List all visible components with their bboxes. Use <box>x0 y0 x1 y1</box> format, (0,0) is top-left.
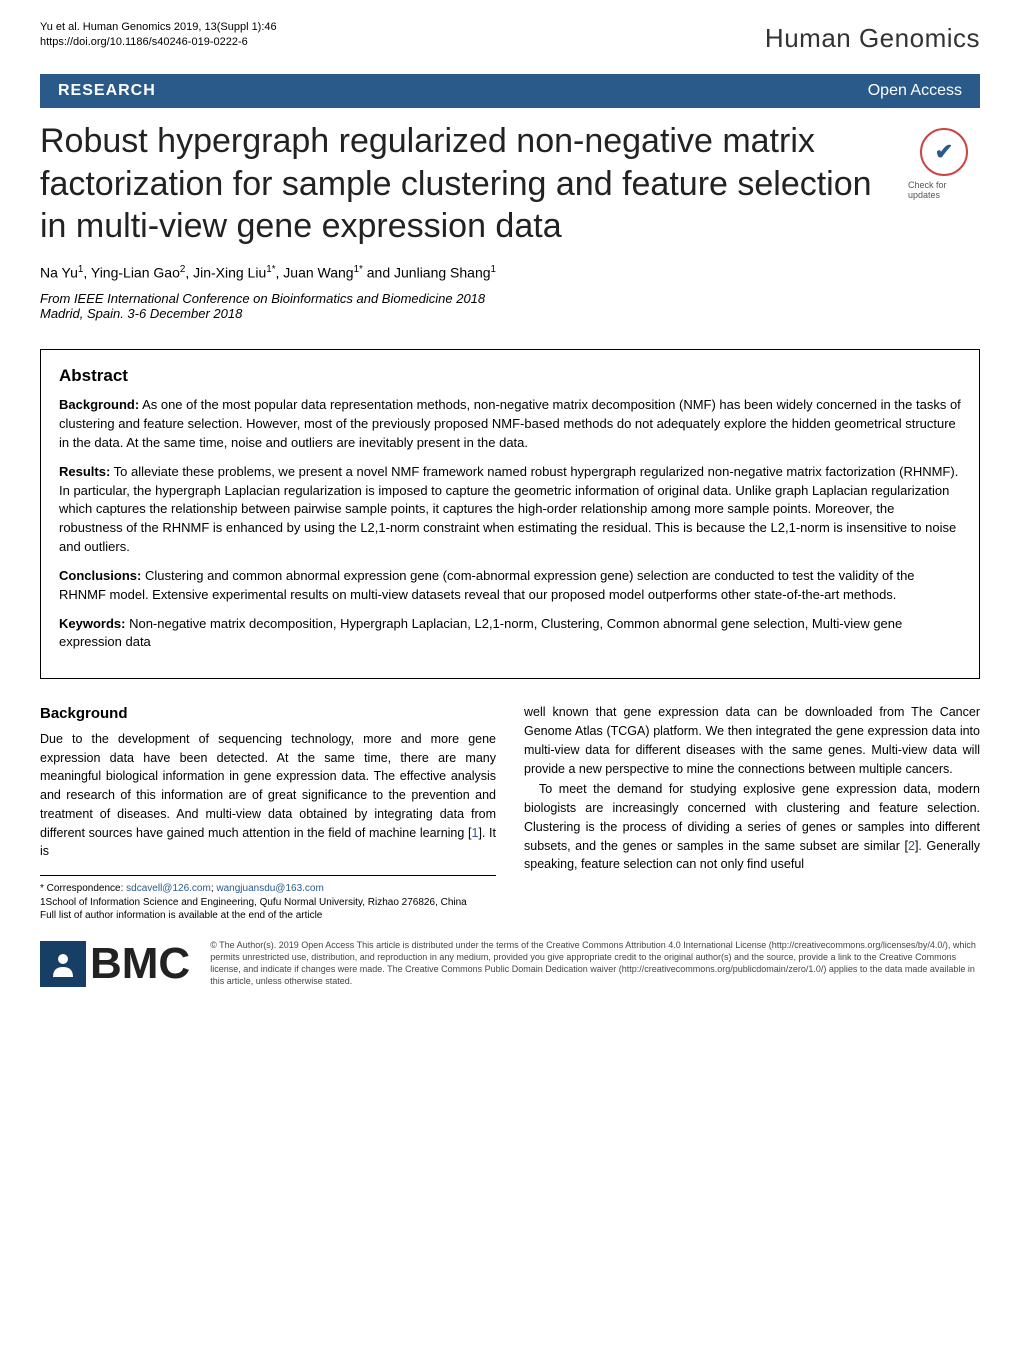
conference-info: From IEEE International Conference on Bi… <box>0 287 1020 321</box>
body-columns: Background Due to the development of seq… <box>0 679 1020 922</box>
citation: Yu et al. Human Genomics 2019, 13(Suppl … <box>40 20 277 35</box>
checkmark-icon: ✔ <box>935 139 953 165</box>
right-column: well known that gene expression data can… <box>524 703 980 922</box>
abstract-results: Results: To alleviate these problems, we… <box>59 463 961 557</box>
abstract-background-text: As one of the most popular data represen… <box>59 397 961 450</box>
abstract-conclusions-text: Clustering and common abnormal expressio… <box>59 568 915 602</box>
left-column: Background Due to the development of seq… <box>40 703 496 922</box>
correspondence-note: Full list of author information is avail… <box>40 909 496 923</box>
abstract-background-label: Background: <box>59 397 139 412</box>
open-access-label: Open Access <box>868 82 962 100</box>
bmc-logo: BMC <box>40 939 190 989</box>
abstract-background: Background: As one of the most popular d… <box>59 396 961 453</box>
correspondence-block: * Correspondence: sdcavell@126.com; wang… <box>40 875 496 923</box>
correspondence-emails: * Correspondence: sdcavell@126.com; wang… <box>40 882 496 896</box>
bmc-icon <box>40 941 86 987</box>
check-updates-icon: ✔ <box>920 128 968 176</box>
body-paragraph: To meet the demand for studying explosiv… <box>524 780 980 874</box>
abstract-keywords: Keywords: Non-negative matrix decomposit… <box>59 615 961 653</box>
abstract-results-label: Results: <box>59 464 110 479</box>
check-updates-badge[interactable]: ✔ Check for updates <box>908 128 980 248</box>
license-text: © The Author(s). 2019 Open Access This a… <box>210 939 980 988</box>
background-heading: Background <box>40 703 496 726</box>
body-paragraph: well known that gene expression data can… <box>524 703 980 778</box>
abstract-results-text: To alleviate these problems, we present … <box>59 464 958 554</box>
footer: BMC © The Author(s). 2019 Open Access Th… <box>0 923 1020 1009</box>
bmc-text: BMC <box>90 939 190 989</box>
abstract-conclusions-label: Conclusions: <box>59 568 141 583</box>
article-title: Robust hypergraph regularized non-negati… <box>40 120 908 248</box>
body-paragraph: Due to the development of sequencing tec… <box>40 730 496 861</box>
journal-name: Human Genomics <box>765 20 980 56</box>
abstract-keywords-text: Non-negative matrix decomposition, Hyper… <box>59 616 902 650</box>
correspondence-affiliation: 1School of Information Science and Engin… <box>40 896 496 910</box>
abstract-box: Abstract Background: As one of the most … <box>40 349 980 680</box>
abstract-conclusions: Conclusions: Clustering and common abnor… <box>59 567 961 605</box>
person-icon <box>48 949 78 979</box>
abstract-keywords-label: Keywords: <box>59 616 125 631</box>
check-updates-text: Check for updates <box>908 180 980 200</box>
abstract-heading: Abstract <box>59 364 961 389</box>
authors: Na Yu1, Ying-Lian Gao2, Jin-Xing Liu1*, … <box>0 248 1020 287</box>
conference-name: From IEEE International Conference on Bi… <box>40 291 980 306</box>
doi: https://doi.org/10.1186/s40246-019-0222-… <box>40 35 277 50</box>
research-bar: RESEARCH Open Access <box>40 74 980 108</box>
research-label: RESEARCH <box>58 82 156 100</box>
top-meta: Yu et al. Human Genomics 2019, 13(Suppl … <box>0 0 1020 56</box>
conference-location: Madrid, Spain. 3-6 December 2018 <box>40 306 980 321</box>
citation-block: Yu et al. Human Genomics 2019, 13(Suppl … <box>40 20 277 51</box>
